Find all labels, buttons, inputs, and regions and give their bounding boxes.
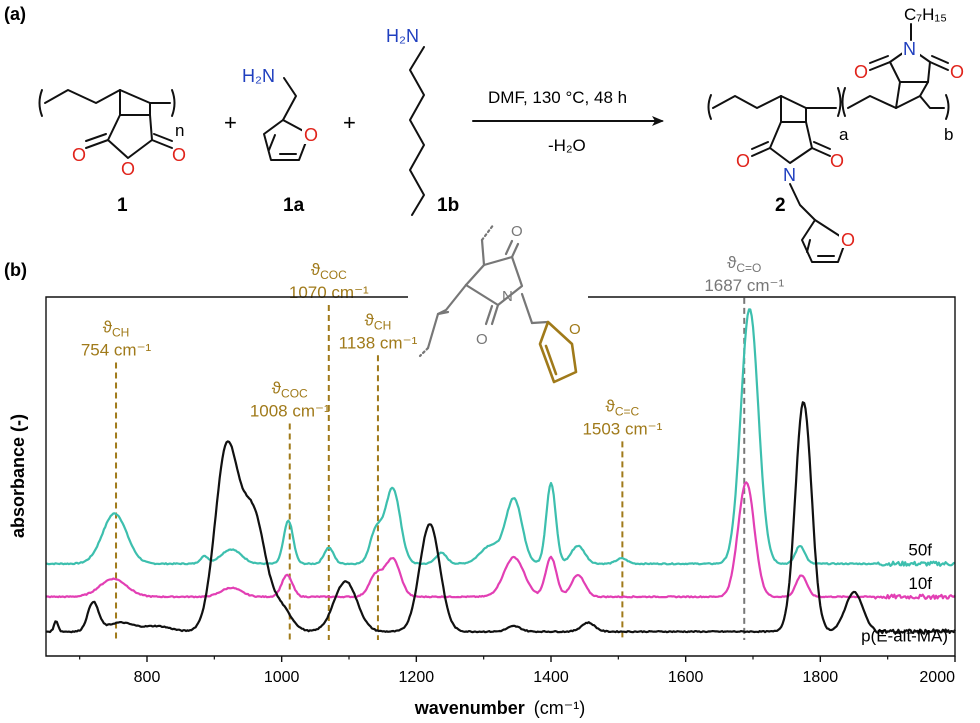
compound-2-subscript-b: b — [944, 125, 953, 144]
compound-1-structure: O O O n — [38, 89, 186, 179]
compound-2-o-left2: O — [830, 151, 844, 171]
panel-label-b: (b) — [4, 260, 27, 280]
x-axis-label-main: wavenumber — [414, 698, 525, 718]
reaction-scheme: O O O n 1 + H₂N O 1a + H₂N 1b DMF, 130 °… — [38, 5, 964, 263]
x-tick-label-1600: 1600 — [668, 669, 704, 686]
annotation-symbol-5: ϑC=O — [727, 253, 761, 275]
inset-o-bottom: O — [476, 331, 488, 348]
inset-n: N — [502, 288, 513, 305]
x-tick-label-800: 800 — [134, 669, 161, 686]
annotation-symbol-4: ϑC=C — [606, 396, 640, 418]
x-tick-label-1200: 1200 — [399, 669, 435, 686]
plus-sign-2: + — [343, 110, 356, 135]
compound-2-o-right2: O — [950, 62, 964, 82]
series-line-1 — [46, 481, 956, 600]
inset-structure: O O N O — [418, 222, 582, 384]
series-label-1: 10f — [908, 574, 932, 593]
x-axis-label-unit: (cm⁻¹) — [534, 698, 585, 718]
annotation-symbol-3: ϑCH — [365, 310, 392, 332]
x-tick-label-1800: 1800 — [803, 669, 839, 686]
compound-2-n-left: N — [783, 165, 796, 185]
annotation-label-3: 1138 cm⁻¹ — [339, 333, 418, 352]
reaction-arrow-head — [652, 116, 664, 126]
spectra: 50f 10f p(E-alt-MA) — [45, 308, 956, 646]
compound-1-o-right: O — [172, 145, 186, 165]
series-label-2: p(E-alt-MA) — [861, 627, 948, 646]
compound-1b-structure: H₂N — [386, 26, 425, 216]
annotation-label-1: 1008 cm⁻¹ — [250, 401, 330, 420]
compound-1a-structure: H₂N O — [242, 66, 320, 161]
annotation-label-2: 1070 cm⁻¹ — [289, 283, 369, 302]
x-tick-label-1000: 1000 — [264, 669, 300, 686]
reaction-conditions: DMF, 130 °C, 48 h — [488, 88, 627, 107]
compound-1-label: 1 — [117, 195, 128, 216]
series-line-2 — [45, 401, 956, 635]
compound-2-o-furan: O — [841, 230, 855, 250]
compound-1b-amine: H₂N — [386, 26, 419, 46]
compound-1-subscript-n: n — [175, 121, 184, 140]
compound-2-structure: O O N O O O N C₇H₁₅ a b — [707, 5, 964, 263]
x-axis-label: wavenumber (cm⁻¹) — [414, 698, 586, 718]
y-axis-label: absorbance (-) — [8, 414, 28, 538]
compound-1b-label: 1b — [437, 195, 459, 216]
compound-1a-o: O — [304, 125, 318, 145]
series-line-0 — [46, 308, 956, 568]
annotation-label-0: 754 cm⁻¹ — [81, 340, 152, 359]
compound-2-subscript-a: a — [839, 125, 849, 144]
x-tick-label-2000: 2000 — [919, 669, 955, 686]
x-tick-label-1400: 1400 — [533, 669, 569, 686]
annotation-label-5: 1687 cm⁻¹ — [704, 276, 784, 295]
annotation-symbol-1: ϑCOC — [272, 378, 308, 400]
compound-1-o-left: O — [72, 145, 86, 165]
compound-2-n-right: N — [903, 39, 916, 59]
plus-sign-1: + — [224, 110, 237, 135]
reaction-byproduct: -H₂O — [548, 136, 586, 155]
compound-1a-label: 1a — [283, 195, 305, 216]
inset-o-furan: O — [569, 321, 581, 338]
inset-o-top: O — [511, 223, 523, 240]
compound-1-o-ring: O — [121, 159, 135, 179]
annotation-symbol-2: ϑCOC — [311, 260, 347, 282]
panel-label-a: (a) — [4, 4, 26, 24]
series-label-0: 50f — [908, 541, 932, 560]
annotation-label-4: 1503 cm⁻¹ — [582, 419, 662, 438]
compound-2-label: 2 — [775, 195, 786, 216]
compound-2-o-right1: O — [854, 62, 868, 82]
x-axis-ticks: 800 1000 1200 1400 1600 1800 2000 — [79, 656, 956, 686]
annotation-symbol-0: ϑCH — [103, 317, 130, 339]
compound-2-o-left: O — [736, 151, 750, 171]
compound-1a-amine: H₂N — [242, 66, 275, 86]
plot-frame — [45, 296, 956, 657]
compound-2-heptyl: C₇H₁₅ — [904, 5, 947, 24]
